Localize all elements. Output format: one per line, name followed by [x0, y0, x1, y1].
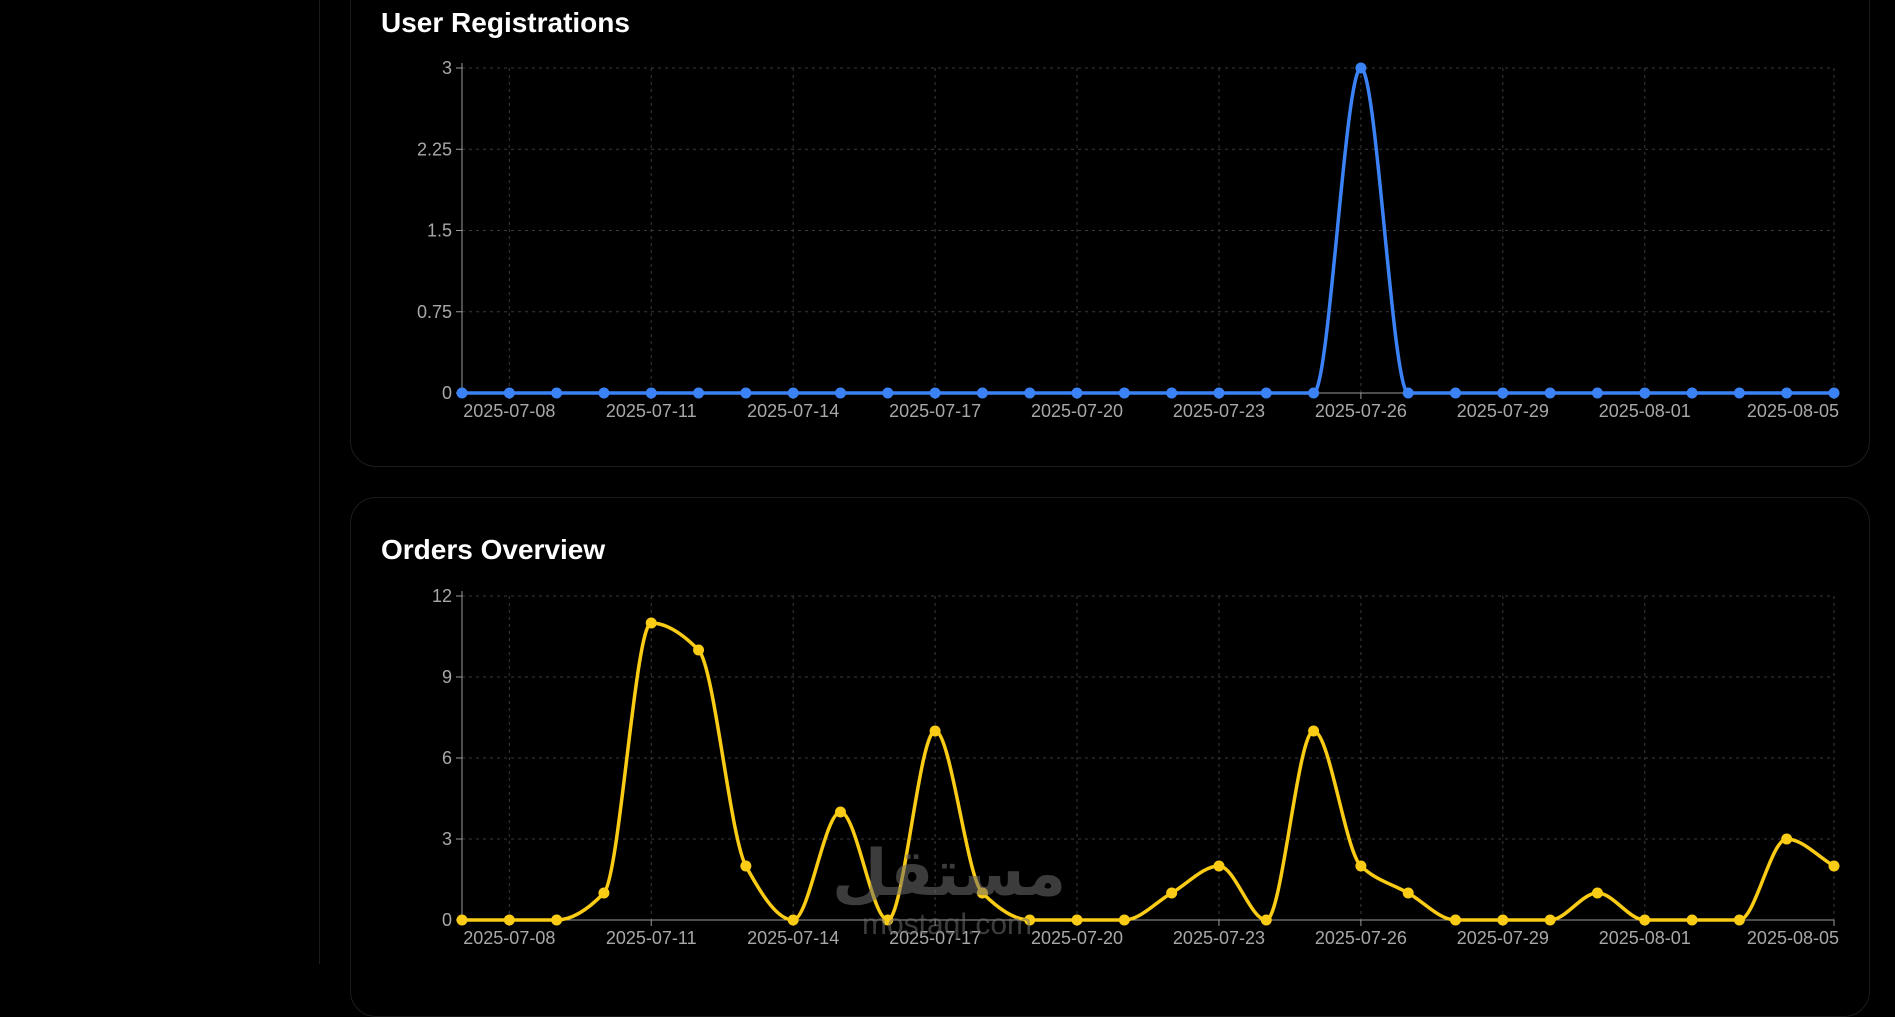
- data-point[interactable]: [1402, 387, 1414, 399]
- data-point[interactable]: [1355, 860, 1367, 872]
- data-point[interactable]: [929, 387, 941, 399]
- data-point[interactable]: [1308, 725, 1320, 737]
- data-point[interactable]: [1308, 387, 1320, 399]
- data-point[interactable]: [693, 387, 705, 399]
- data-point[interactable]: [1024, 914, 1036, 926]
- data-point[interactable]: [1781, 833, 1793, 845]
- y-tick-label: 12: [432, 586, 452, 606]
- y-tick-label: 6: [442, 748, 452, 768]
- data-point[interactable]: [1213, 860, 1225, 872]
- data-point[interactable]: [882, 914, 894, 926]
- data-point[interactable]: [645, 387, 657, 399]
- data-point[interactable]: [551, 387, 563, 399]
- data-point[interactable]: [834, 387, 846, 399]
- data-point[interactable]: [693, 644, 705, 656]
- x-tick-label: 2025-08-05: [1747, 401, 1839, 421]
- data-point[interactable]: [1118, 387, 1130, 399]
- data-point[interactable]: [1260, 387, 1272, 399]
- data-point[interactable]: [1450, 914, 1462, 926]
- data-point[interactable]: [834, 806, 846, 818]
- data-point[interactable]: [976, 387, 988, 399]
- data-point[interactable]: [929, 725, 941, 737]
- x-tick-label: 2025-08-01: [1599, 928, 1691, 948]
- user-registrations-chart: 0 0.75 1.5 2.25 3 2025-07-08 2025-07-11 2025-07…: [417, 58, 1840, 421]
- x-tick-label: 2025-07-26: [1315, 401, 1407, 421]
- sidebar: [0, 0, 320, 964]
- data-point[interactable]: [551, 914, 563, 926]
- orders-overview-card: Orders Overview: [350, 497, 1870, 1017]
- data-point[interactable]: [1355, 62, 1367, 74]
- data-point[interactable]: [1024, 387, 1036, 399]
- data-point[interactable]: [503, 387, 515, 399]
- data-point[interactable]: [645, 617, 657, 629]
- data-point[interactable]: [1828, 860, 1840, 872]
- data-point[interactable]: [1118, 914, 1130, 926]
- x-tick-label: 2025-07-20: [1031, 928, 1123, 948]
- x-tick-label: 2025-07-23: [1173, 401, 1265, 421]
- x-tick-label: 2025-07-29: [1457, 928, 1549, 948]
- data-point[interactable]: [1733, 914, 1745, 926]
- data-point[interactable]: [1686, 387, 1698, 399]
- data-point[interactable]: [1450, 387, 1462, 399]
- data-point[interactable]: [787, 387, 799, 399]
- data-point[interactable]: [1402, 887, 1414, 899]
- y-tick-label: 2.25: [417, 139, 452, 159]
- y-tick-label: 9: [442, 667, 452, 687]
- series-line: [461, 621, 1835, 922]
- data-point[interactable]: [1828, 387, 1840, 399]
- orders-overview-title: Orders Overview: [381, 534, 606, 565]
- data-point[interactable]: [1071, 914, 1083, 926]
- data-point[interactable]: [1639, 387, 1651, 399]
- data-point[interactable]: [1260, 914, 1272, 926]
- data-point[interactable]: [1213, 387, 1225, 399]
- x-tick-label: 2025-07-17: [889, 401, 981, 421]
- x-tick-label: 2025-07-11: [606, 928, 697, 948]
- data-point[interactable]: [1166, 387, 1178, 399]
- y-tick-label: 0.75: [417, 302, 452, 322]
- x-tick-label: 2025-07-26: [1315, 928, 1407, 948]
- x-tick-label: 2025-07-08: [463, 401, 555, 421]
- y-tick-label: 3: [442, 58, 452, 78]
- y-tick-label: 3: [442, 829, 452, 849]
- data-point[interactable]: [1544, 387, 1556, 399]
- data-point[interactable]: [598, 387, 610, 399]
- data-point[interactable]: [1591, 887, 1603, 899]
- data-point[interactable]: [1497, 914, 1509, 926]
- data-point[interactable]: [1071, 387, 1083, 399]
- data-point[interactable]: [882, 387, 894, 399]
- user-registrations-title: User Registrations: [381, 7, 630, 38]
- x-tick-label: 2025-07-08: [463, 928, 555, 948]
- x-tick-label: 2025-07-20: [1031, 401, 1123, 421]
- x-tick-label: 2025-08-05: [1747, 928, 1839, 948]
- data-point[interactable]: [598, 887, 610, 899]
- data-point[interactable]: [1639, 914, 1651, 926]
- y-tick-label: 1.5: [427, 221, 452, 241]
- data-point[interactable]: [1544, 914, 1556, 926]
- data-point[interactable]: [456, 914, 468, 926]
- x-tick-label: 2025-07-14: [747, 928, 839, 948]
- x-tick-label: 2025-07-14: [747, 401, 839, 421]
- y-tick-label: 0: [442, 383, 452, 403]
- x-tick-label: 2025-07-11: [606, 401, 697, 421]
- data-point[interactable]: [740, 387, 752, 399]
- data-point[interactable]: [1497, 387, 1509, 399]
- x-tick-label: 2025-07-29: [1457, 401, 1549, 421]
- data-point[interactable]: [976, 887, 988, 899]
- x-tick-label: 2025-07-17: [889, 928, 981, 948]
- data-point[interactable]: [1166, 887, 1178, 899]
- y-tick-label: 0: [442, 910, 452, 930]
- data-point[interactable]: [503, 914, 515, 926]
- x-tick-label: 2025-08-01: [1599, 401, 1691, 421]
- series-line: [462, 66, 1834, 395]
- data-point[interactable]: [456, 387, 468, 399]
- orders-overview-chart: 0 3 6 9 12 2025-07-08 2025-07-11 2025-07-14 2025…: [432, 586, 1840, 948]
- data-point[interactable]: [1686, 914, 1698, 926]
- data-point[interactable]: [1733, 387, 1745, 399]
- data-point[interactable]: [1591, 387, 1603, 399]
- data-point[interactable]: [740, 860, 752, 872]
- data-point[interactable]: [787, 914, 799, 926]
- x-tick-label: 2025-07-23: [1173, 928, 1265, 948]
- data-point[interactable]: [1781, 387, 1793, 399]
